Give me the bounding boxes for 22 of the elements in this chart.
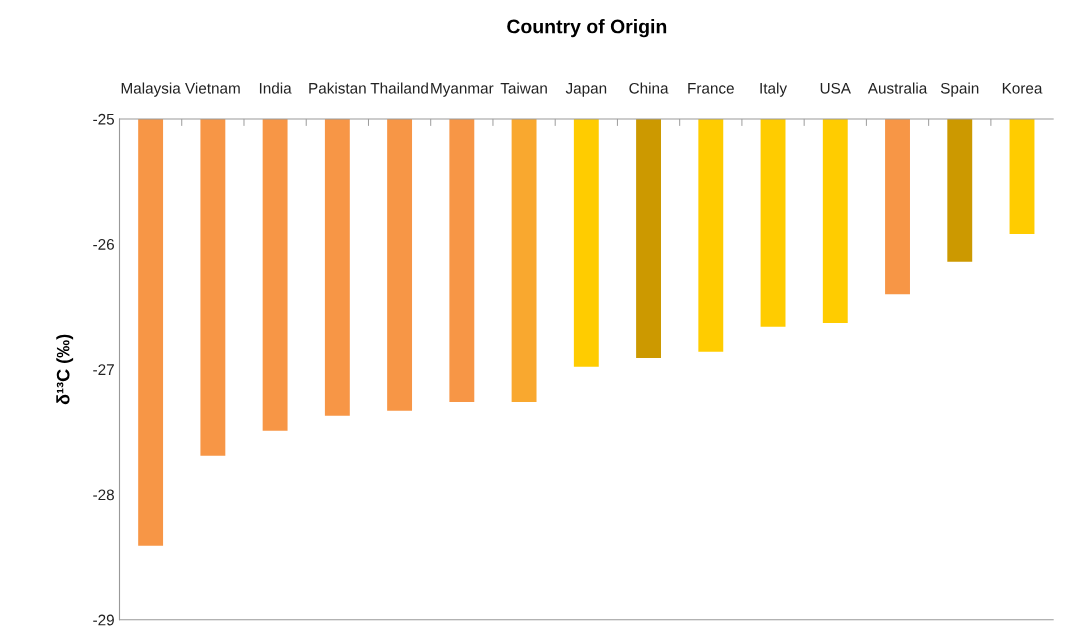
x-tick-label: Taiwan — [500, 82, 547, 94]
x-tick-label: China — [629, 82, 669, 94]
x-tick-label: USA — [820, 82, 851, 94]
x-tick-label: Spain — [940, 82, 979, 97]
x-tick-label: France — [688, 83, 734, 94]
x-tick-label: Italy — [760, 82, 788, 97]
y-tick-label: -25 — [93, 113, 114, 125]
y-tick-label: -29 — [93, 614, 114, 626]
x-tick-label: Vietnam — [185, 82, 240, 94]
chart-title: Country of Origin — [507, 19, 667, 38]
y-tick-label: -27 — [93, 364, 114, 375]
x-tick-label: Pakistan — [309, 82, 366, 94]
x-tick-label: Thailand — [370, 82, 428, 94]
y-tick-label: -28 — [93, 489, 114, 501]
x-tick-label: India — [259, 82, 292, 94]
x-tick-label: Japan — [565, 83, 607, 97]
x-tick-label: Myanmar — [431, 83, 494, 97]
x-tick-label: Korea — [1002, 83, 1043, 94]
x-tick-label: Malaysia — [121, 82, 181, 97]
x-tick-label: Australia — [867, 82, 928, 94]
y-tick-label: -26 — [93, 239, 114, 250]
y-axis-title: δ¹³C (‰) — [56, 334, 74, 405]
